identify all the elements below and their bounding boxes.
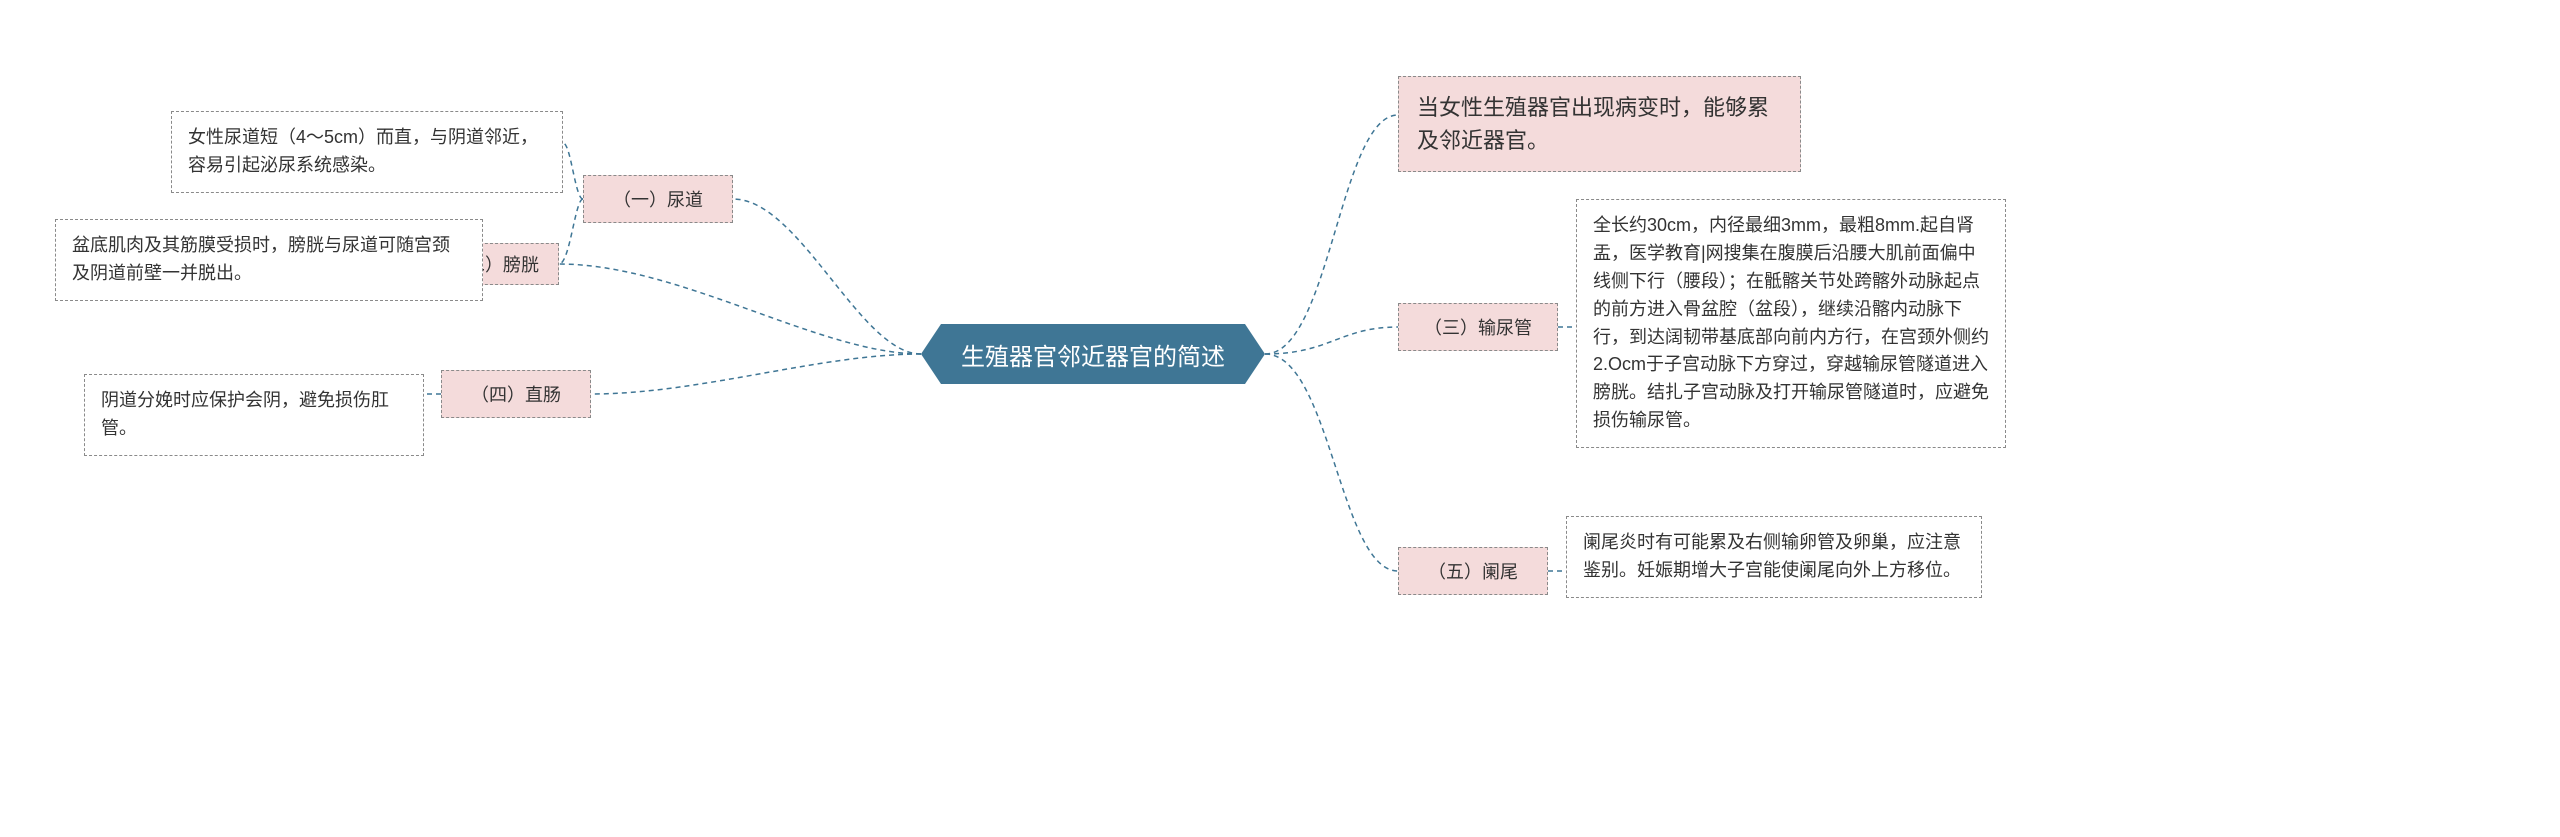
branch-ureter: （三）输尿管 <box>1398 303 1558 351</box>
branch-rectum: （四）直肠 <box>441 370 591 418</box>
branch-urethra: （一）尿道 <box>583 175 733 223</box>
detail-ureter: 全长约30cm，内径最细3mm，最粗8mm.起自肾盂，医学教育|网搜集在腹膜后沿… <box>1576 199 2006 448</box>
urethra-title: （一）尿道 <box>613 186 703 212</box>
bladder-detail-text: 盆底肌肉及其筋膜受损时，膀胱与尿道可随宫颈及阴道前壁一并脱出。 <box>72 235 450 283</box>
detail-urethra: 女性尿道短（4～5cm）而直，与阴道邻近，容易引起泌尿系统感染。 <box>171 111 563 193</box>
rectum-title: （四）直肠 <box>471 381 561 407</box>
ureter-title: （三）输尿管 <box>1424 314 1532 340</box>
appendix-title: （五）阑尾 <box>1428 558 1518 584</box>
ureter-detail-text: 全长约30cm，内径最细3mm，最粗8mm.起自肾盂，医学教育|网搜集在腹膜后沿… <box>1593 215 1989 430</box>
root-label: 生殖器官邻近器官的简述 <box>961 337 1225 372</box>
root-node: 生殖器官邻近器官的简述 <box>921 324 1265 384</box>
rectum-detail-text: 阴道分娩时应保护会阴，避免损伤肛管。 <box>101 390 389 438</box>
detail-bladder: 盆底肌肉及其筋膜受损时，膀胱与尿道可随宫颈及阴道前壁一并脱出。 <box>55 219 483 301</box>
detail-appendix: 阑尾炎时有可能累及右侧输卵管及卵巢，应注意鉴别。妊娠期增大子宫能使阑尾向外上方移… <box>1566 516 1982 598</box>
urethra-detail-text: 女性尿道短（4～5cm）而直，与阴道邻近，容易引起泌尿系统感染。 <box>188 127 538 175</box>
branch-appendix: （五）阑尾 <box>1398 547 1548 595</box>
intro-text: 当女性生殖器官出现病变时，能够累及邻近器官。 <box>1417 95 1769 153</box>
intro-node: 当女性生殖器官出现病变时，能够累及邻近器官。 <box>1398 76 1801 172</box>
detail-rectum: 阴道分娩时应保护会阴，避免损伤肛管。 <box>84 374 424 456</box>
appendix-detail-text: 阑尾炎时有可能累及右侧输卵管及卵巢，应注意鉴别。妊娠期增大子宫能使阑尾向外上方移… <box>1583 532 1961 580</box>
